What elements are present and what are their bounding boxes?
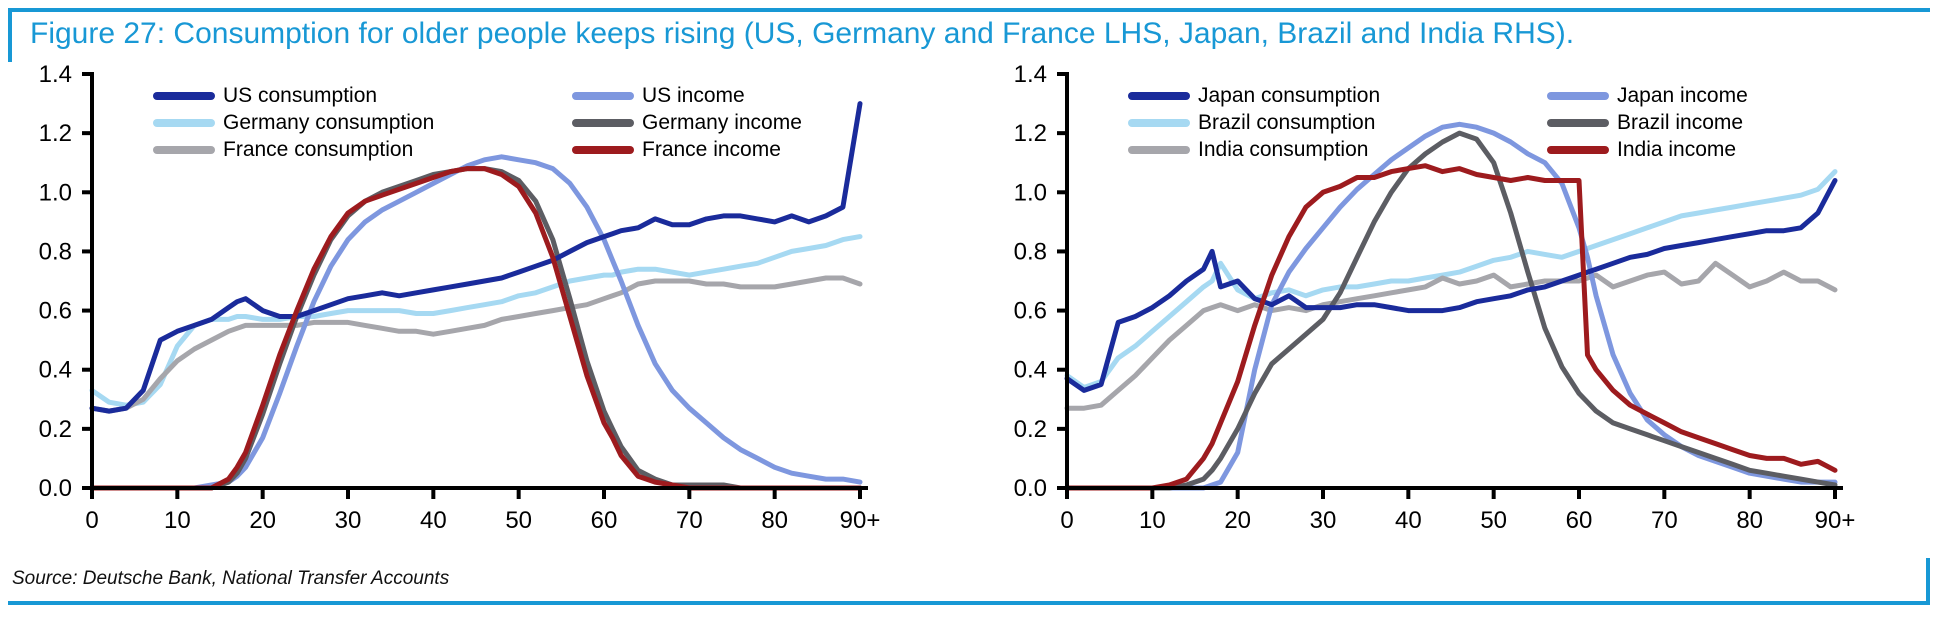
- x-tick-label: 40: [420, 507, 447, 534]
- x-tick-label: 20: [1224, 507, 1251, 534]
- source-note: Source: Deutsche Bank, National Transfer…: [12, 568, 450, 589]
- title-left-accent: [8, 8, 12, 62]
- y-tick-label: 0.2: [39, 416, 72, 443]
- y-tick-label: 0.8: [39, 238, 72, 265]
- chart-lhs: 0.0 0.2 0.4 0.6 0.8 1.0 1.2 1.4 0 10 20 30 40 50 60 70 8…: [20, 60, 900, 540]
- charts-row: 0.0 0.2 0.4 0.6 0.8 1.0 1.2 1.4 0 10 20 30 40 50 60 70 8…: [20, 60, 1875, 540]
- axes: [1057, 72, 1843, 499]
- x-tick-label: 80: [1736, 507, 1763, 534]
- bottom-right-accent: [1926, 558, 1930, 605]
- x-tick-label: 90+: [1815, 507, 1856, 534]
- x-tick-label: 70: [1651, 507, 1678, 534]
- x-tick-label: 30: [335, 507, 362, 534]
- series-line-brazil-income: [1064, 130, 1838, 491]
- x-tick-label: 0: [85, 507, 98, 534]
- series-line-india-consumption: [1064, 260, 1838, 411]
- x-tick-label: 30: [1310, 507, 1337, 534]
- top-rule: [8, 8, 1930, 12]
- y-tick-label: 1.0: [1014, 179, 1047, 206]
- x-tick-label: 10: [1139, 507, 1166, 534]
- y-tick-label: 1.2: [39, 120, 72, 147]
- y-tick-label: 0.0: [1014, 475, 1047, 502]
- y-tick-label: 1.2: [1014, 120, 1047, 147]
- y-tick-label: 0.8: [1014, 238, 1047, 265]
- x-tick-label: 20: [249, 507, 276, 534]
- series-line-japan-consumption: [1064, 178, 1838, 393]
- series-line-germany-consumption: [89, 234, 863, 408]
- y-tick-label: 0.2: [1014, 416, 1047, 443]
- x-tick-label: 60: [591, 507, 618, 534]
- x-tick-label: 60: [1566, 507, 1593, 534]
- tick-labels: 0.0 0.2 0.4 0.6 0.8 1.0 1.2 1.4 0 10 20 30 40 50 60 70 8…: [39, 61, 881, 534]
- x-tick-label: 10: [164, 507, 191, 534]
- x-tick-label: 90+: [840, 507, 881, 534]
- series-line-france-consumption: [89, 275, 863, 414]
- y-tick-label: 1.4: [1014, 61, 1047, 88]
- y-tick-label: 1.0: [39, 179, 72, 206]
- series-line-us-consumption: [89, 101, 863, 414]
- tick-labels: 0.0 0.2 0.4 0.6 0.8 1.0 1.2 1.4 0 10 20 30 40 50 60 70 8…: [1014, 61, 1856, 534]
- y-tick-label: 0.4: [1014, 357, 1047, 384]
- y-tick-label: 0.6: [39, 298, 72, 325]
- x-tick-label: 70: [676, 507, 703, 534]
- x-tick-label: 50: [505, 507, 532, 534]
- x-tick-label: 0: [1060, 507, 1073, 534]
- plot-svg-rhs: 0.0 0.2 0.4 0.6 0.8 1.0 1.2 1.4 0 10 20 30 40 50 60 70 8…: [1014, 61, 1856, 534]
- y-tick-label: 1.4: [39, 61, 72, 88]
- x-tick-label: 80: [761, 507, 788, 534]
- bottom-rule: [8, 601, 1930, 605]
- axes: [82, 72, 868, 499]
- x-tick-label: 50: [1480, 507, 1507, 534]
- y-tick-label: 0.0: [39, 475, 72, 502]
- series-line-brazil-consumption: [1064, 169, 1838, 390]
- x-tick-label: 40: [1395, 507, 1422, 534]
- series-line-india-income: [1064, 163, 1838, 491]
- figure-title: Figure 27: Consumption for older people …: [30, 17, 1575, 50]
- y-tick-label: 0.6: [1014, 298, 1047, 325]
- y-tick-label: 0.4: [39, 357, 72, 384]
- chart-rhs: 0.0 0.2 0.4 0.6 0.8 1.0 1.2 1.4 0 10 20 30 40 50 60 70 8…: [995, 60, 1875, 540]
- plot-svg-lhs: 0.0 0.2 0.4 0.6 0.8 1.0 1.2 1.4 0 10 20 30 40 50 60 70 8…: [39, 61, 881, 534]
